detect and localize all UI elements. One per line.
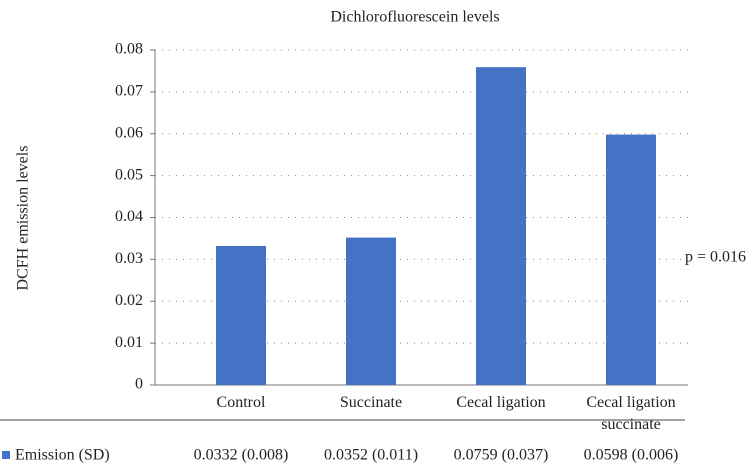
- annotation: p = 0.016: [685, 249, 746, 266]
- y-tick-label: 0.01: [115, 334, 143, 351]
- y-tick-label: 0.04: [115, 208, 143, 225]
- y-tick-label: 0.02: [115, 292, 143, 309]
- y-tick-label: 0.07: [115, 83, 143, 100]
- table-value: 0.0332 (0.008): [194, 447, 289, 464]
- table-value: 0.0598 (0.006): [584, 447, 679, 464]
- bar: [346, 237, 396, 385]
- x-tick-label: Succinate: [339, 394, 403, 411]
- legend-swatch: [2, 451, 10, 459]
- table-value: 0.0759 (0.037): [454, 447, 549, 464]
- y-tick-label: 0.03: [115, 250, 143, 267]
- x-tick-label: Cecal ligation succinate: [586, 394, 676, 433]
- table-value: 0.0352 (0.011): [324, 447, 418, 464]
- bar: [476, 67, 526, 385]
- y-axis-label: DCFH emission levels: [15, 146, 32, 291]
- y-tick-label: 0.05: [115, 166, 143, 183]
- x-tick-label: Cecal ligation: [456, 394, 546, 411]
- x-tick-label: Control: [216, 394, 266, 411]
- bar: [216, 245, 266, 385]
- bar: [606, 134, 656, 385]
- y-tick-label: 0.06: [115, 124, 143, 141]
- y-tick-label: 0: [135, 376, 143, 393]
- chart-title: Dichlorofluorescein levels: [330, 9, 499, 26]
- legend-label: Emission (SD): [15, 447, 110, 464]
- y-tick-label: 0.08: [115, 41, 143, 58]
